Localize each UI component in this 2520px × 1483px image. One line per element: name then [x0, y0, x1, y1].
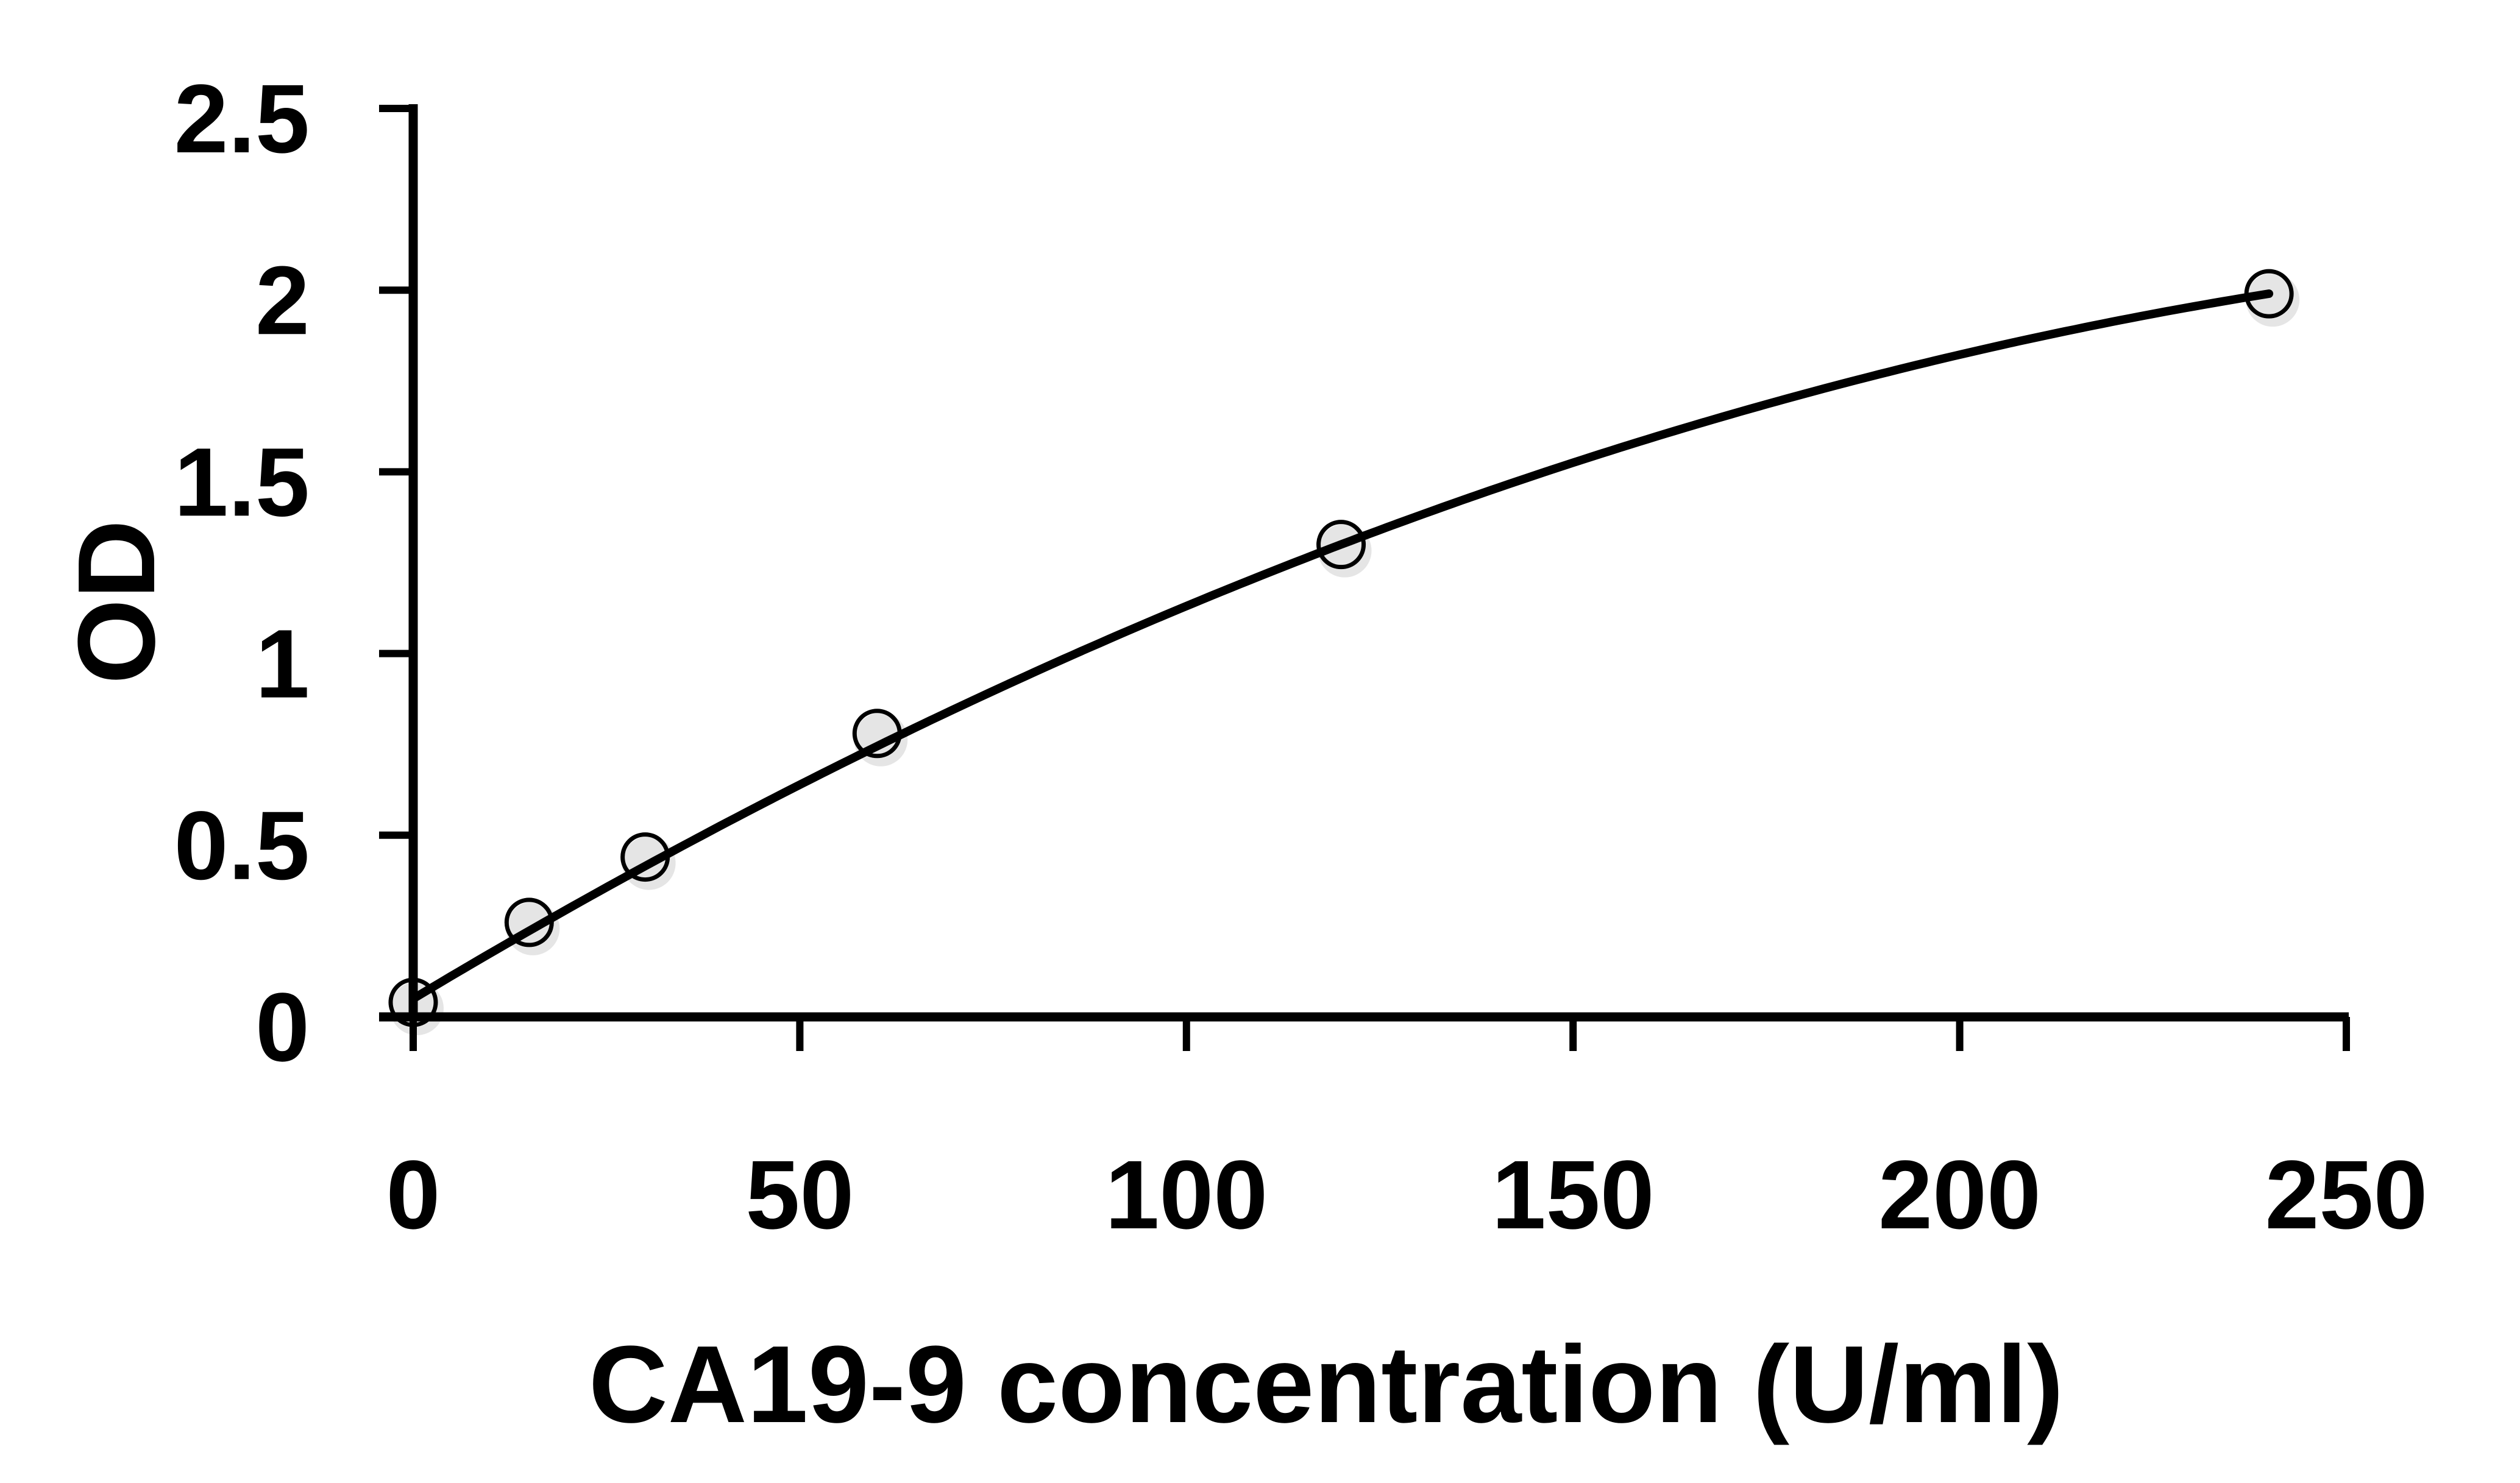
data-markers [388, 269, 2294, 1027]
x-tick-label: 150 [1492, 1140, 1655, 1249]
fit-curve [409, 289, 2274, 1003]
y-axis-ticks: 0 0.5 1 1.5 2 2.5 [174, 64, 413, 1081]
y-tick-label: 0 [255, 972, 310, 1081]
fit-curve-group [409, 289, 2274, 1003]
data-point-marker [852, 709, 902, 759]
x-tick-label: 50 [745, 1140, 854, 1249]
data-point-marker [1316, 520, 1366, 570]
y-tick-label: 2.5 [174, 64, 310, 173]
x-tick-label: 200 [1878, 1140, 2041, 1249]
y-tick-label: 1.5 [174, 427, 310, 536]
data-point-marker [620, 832, 670, 882]
y-tick-label: 0.5 [174, 791, 310, 900]
data-point-marker [388, 977, 438, 1027]
x-axis-title: CA19-9 concentration (U/ml) [589, 1323, 2064, 1446]
x-tick-label: 250 [2265, 1140, 2428, 1249]
data-point-marker [504, 897, 554, 947]
x-axis-ticks: 0 50 100 150 200 250 [386, 1017, 2428, 1249]
x-tick-label: 0 [386, 1140, 441, 1249]
x-tick-label: 100 [1105, 1140, 1268, 1249]
data-point-marker [2244, 269, 2294, 319]
y-tick-label: 1 [255, 609, 310, 718]
marker-shadows [390, 273, 2300, 1036]
y-axis-title: OD [55, 520, 178, 684]
axes: 0 0.5 1 1.5 2 2.5 0 50 100 150 200 250 [174, 64, 2428, 1249]
y-tick-label: 2 [255, 246, 310, 355]
